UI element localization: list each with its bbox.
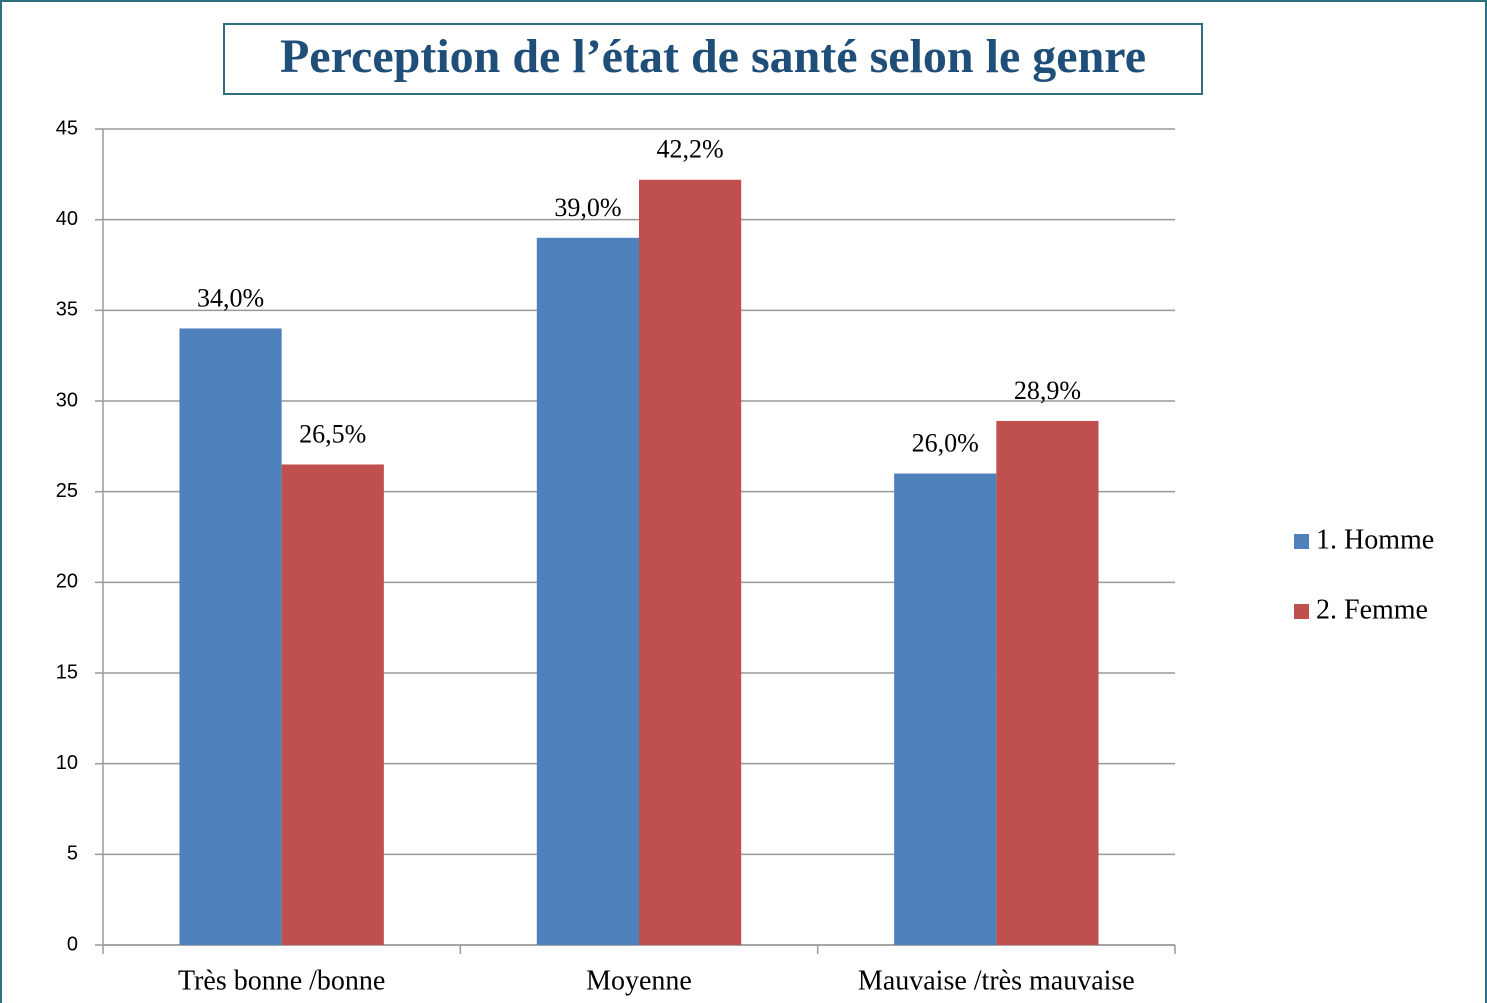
- y-tick-label: 0: [67, 933, 78, 955]
- legend-swatch: [1294, 534, 1309, 549]
- title-box: [223, 23, 1203, 95]
- bar: [639, 179, 742, 946]
- bar: [894, 473, 997, 945]
- data-label: 39,0%: [554, 193, 621, 222]
- y-tick-label: 15: [56, 661, 78, 683]
- bar: [996, 420, 1099, 945]
- data-label: 34,0%: [197, 283, 264, 312]
- y-tick-label: 30: [56, 389, 78, 411]
- y-tick-label: 45: [56, 117, 78, 139]
- y-tick-label: 5: [67, 843, 78, 865]
- data-label: 26,5%: [299, 419, 366, 448]
- y-tick-label: 20: [56, 571, 78, 593]
- bar: [179, 328, 282, 945]
- x-tick-label: Mauvaise /très mauvaise: [858, 965, 1135, 996]
- x-tick-label: Moyenne: [586, 965, 692, 996]
- bar: [536, 237, 639, 946]
- y-tick-label: 40: [56, 208, 78, 230]
- chart-title: Perception de l’état de santé selon le g…: [280, 30, 1146, 83]
- data-label: 28,9%: [1014, 376, 1081, 405]
- y-tick-label: 10: [56, 752, 78, 774]
- data-label: 42,2%: [657, 135, 724, 164]
- data-label: 26,0%: [912, 429, 979, 458]
- bar: [281, 464, 384, 945]
- x-tick-label: Très bonne /bonne: [178, 965, 385, 996]
- legend-swatch: [1294, 604, 1309, 619]
- y-tick-label: 25: [56, 480, 78, 502]
- legend-label: 1. Homme: [1316, 524, 1434, 555]
- y-tick-label: 35: [56, 299, 78, 321]
- legend-label: 2. Femme: [1316, 594, 1428, 625]
